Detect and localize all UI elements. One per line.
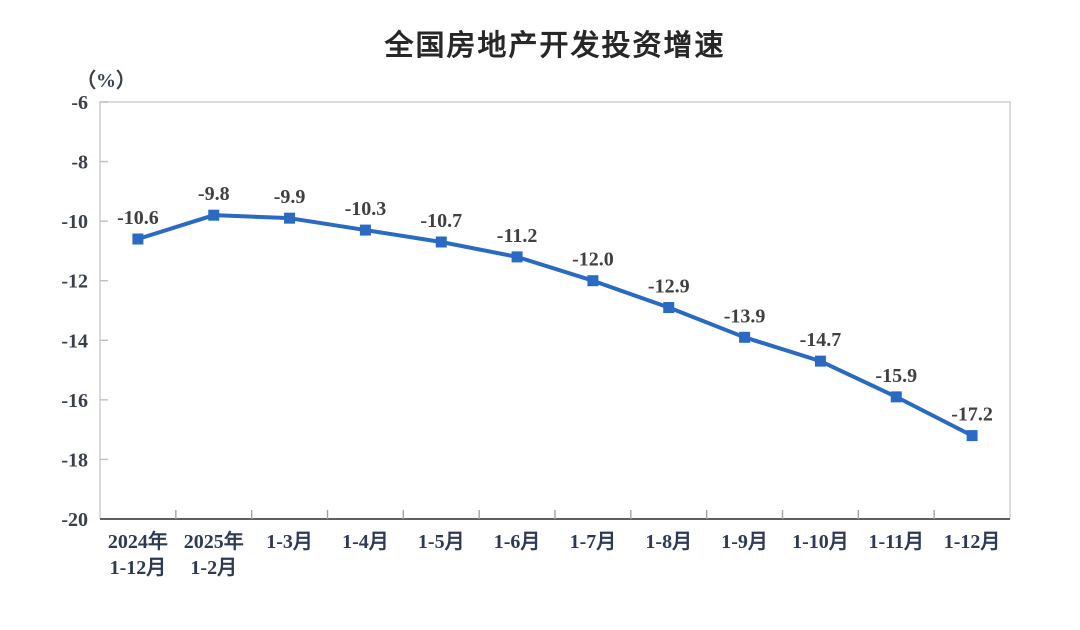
data-point-marker [966, 430, 978, 442]
x-axis-tick-label: 1-12月 [944, 531, 1001, 553]
x-axis-tick-label: 1-8月 [645, 531, 692, 553]
x-axis-tick-label-line: 1-4月 [342, 531, 389, 553]
data-point-marker [208, 209, 220, 221]
data-point-label: -14.7 [800, 329, 842, 351]
x-axis-tick-label-line: 1-5月 [418, 531, 465, 553]
x-axis-tick-label: 1-6月 [494, 531, 541, 553]
x-axis-tick-label-line: 1-10月 [792, 531, 849, 553]
data-point-marker [587, 275, 599, 287]
data-point-label: -13.9 [724, 305, 766, 327]
data-point-marker [511, 251, 523, 263]
x-axis-tick-label: 1-4月 [342, 531, 389, 553]
x-axis-tick-label-line: 1-12月 [944, 531, 1001, 553]
y-axis-tick-label: -10 [61, 211, 88, 233]
x-axis-tick-label-line: 1-3月 [266, 531, 313, 553]
data-point-label: -10.6 [117, 207, 159, 229]
x-axis-tick-label: 1-10月 [792, 531, 849, 553]
data-point-marker [890, 391, 902, 403]
data-point-marker [814, 355, 826, 367]
x-axis-tick-label-line: 2025年 [184, 529, 244, 553]
x-axis-tick-label-line: 1-12月 [110, 557, 167, 579]
y-axis-unit-label: （%） [76, 70, 136, 92]
x-axis-tick-label-line: 1-6月 [494, 531, 541, 553]
data-point-marker [739, 331, 751, 343]
x-axis-tick-label-line: 2024年 [108, 529, 168, 553]
data-point-marker [435, 236, 447, 248]
x-axis-tick-label-line: 1-7月 [570, 531, 617, 553]
chart-title: 全国房地产开发投资增速 [384, 30, 726, 62]
x-axis-tick-label: 1-11月 [868, 531, 924, 553]
data-point-label: -12.9 [648, 276, 690, 298]
x-axis-tick-label: 1-9月 [721, 531, 768, 553]
x-axis-tick-label: 2025年 1-2月 [184, 529, 244, 579]
data-series-line [135, 213, 975, 438]
x-axis-tick-label: 1-5月 [418, 531, 465, 553]
data-point-label: -10.7 [420, 210, 462, 232]
plot-area-border [99, 101, 1011, 519]
x-axis-tick-label-line: 1-8月 [645, 531, 692, 553]
x-axis-tick-label: 1-3月 [266, 531, 313, 553]
x-axis-tick-label-line: 1-9月 [721, 531, 768, 553]
y-axis-tick-label: -12 [61, 271, 88, 293]
x-axis-tick-label-line: 1-2月 [190, 557, 237, 579]
data-point-marker [284, 212, 296, 224]
y-axis-tick-label: -18 [61, 449, 88, 471]
y-axis-tick-label: -14 [61, 330, 88, 352]
data-point-marker [663, 302, 675, 314]
data-point-label: -12.0 [572, 249, 614, 271]
data-point-marker [132, 233, 144, 245]
y-axis-tick-label: -8 [71, 152, 88, 174]
data-point-label: -11.2 [497, 225, 538, 247]
data-point-label: -17.2 [951, 404, 993, 426]
data-point-label: -15.9 [875, 365, 917, 387]
y-axis-tick-label: -20 [61, 509, 88, 531]
y-axis-tick-label: -6 [71, 92, 88, 114]
x-axis-tick-label: 1-7月 [570, 531, 617, 553]
data-point-label: -9.9 [274, 186, 306, 208]
x-axis-tick-label-line: 1-11月 [868, 531, 924, 553]
data-point-label: -10.3 [345, 198, 387, 220]
data-point-label: -9.8 [198, 183, 230, 205]
y-axis-tick-label: -16 [61, 390, 88, 412]
x-axis-tick-label: 2024年 1-12月 [108, 529, 168, 579]
data-point-marker [359, 224, 371, 236]
